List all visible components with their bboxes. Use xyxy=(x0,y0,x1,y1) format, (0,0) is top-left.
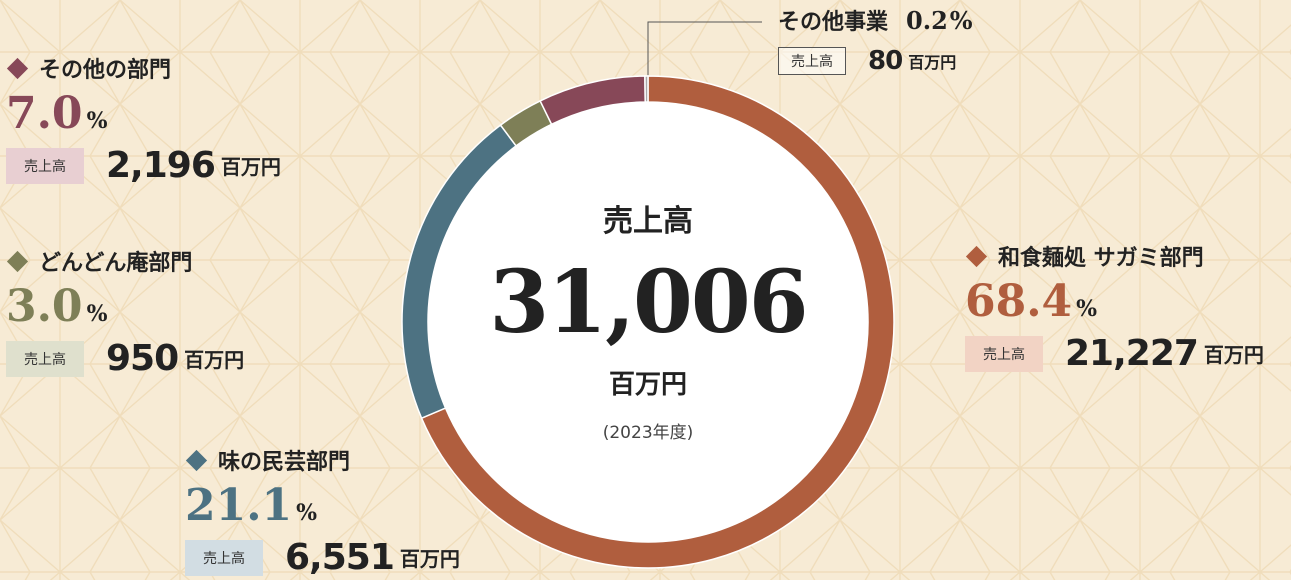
sales-amount: 2,196 xyxy=(106,145,216,186)
sales-unit: 百万円 xyxy=(399,547,460,571)
sales-badge: 売上高 xyxy=(778,47,846,75)
sales-badge: 売上高 xyxy=(965,335,1043,372)
percent-unit: % xyxy=(86,108,108,134)
segment-label: 味の民芸部門 21.1% 売上高 6,551 百万円 xyxy=(185,444,460,578)
percent-row: 7.0% xyxy=(6,88,281,139)
percent-row: 68.4% xyxy=(965,276,1264,327)
label-name-row: どんどん庵部門 xyxy=(6,245,244,277)
label-name-row: 和食麺処 サガミ部門 xyxy=(965,240,1264,272)
sales-row: 売上高 80 百万円 xyxy=(778,46,973,76)
note: (2023年度) xyxy=(602,423,694,443)
sales-unit: 百万円 xyxy=(1203,343,1264,367)
percent-row: 3.0% xyxy=(6,281,244,332)
donut-hole xyxy=(426,100,870,544)
sales-amount: 21,227 xyxy=(1065,333,1199,374)
sales-unit: 百万円 xyxy=(184,348,245,372)
label-name-row: その他の部門 xyxy=(6,52,281,84)
sales-unit: 百万円 xyxy=(220,155,281,179)
segment-label: その他事業 0.2% 売上高 80 百万円 xyxy=(778,4,973,76)
sales-unit: 百万円 xyxy=(908,53,957,72)
category-name: その他の部門 xyxy=(39,57,172,83)
percent: 0.2 xyxy=(906,5,948,35)
legend-marker xyxy=(6,57,29,79)
percent: 3.0 xyxy=(6,281,83,332)
category-name: どんどん庵部門 xyxy=(39,250,193,276)
category-name: 味の民芸部門 xyxy=(218,449,351,475)
label-name-row: 味の民芸部門 xyxy=(185,444,460,476)
category-name: 和食麺処 サガミ部門 xyxy=(998,245,1204,271)
center-title: 売上高 xyxy=(603,204,693,239)
sales-row: 売上高 2,196 百万円 xyxy=(6,145,281,186)
segment-label: その他の部門 7.0% 売上高 2,196 百万円 xyxy=(6,52,281,186)
percent-unit: % xyxy=(949,5,973,35)
total: 31,006 xyxy=(489,252,808,353)
legend-marker xyxy=(965,245,988,267)
percent-row: 21.1% xyxy=(185,480,460,531)
segment-label: どんどん庵部門 3.0% 売上高 950 百万円 xyxy=(6,245,244,379)
percent-unit: % xyxy=(296,500,318,526)
sales-amount: 950 xyxy=(106,338,179,379)
segment xyxy=(420,75,895,569)
segment-label: 和食麺処 サガミ部門 68.4% 売上高 21,227 百万円 xyxy=(965,240,1264,374)
percent-unit: % xyxy=(86,301,108,327)
sales-badge: 売上高 xyxy=(6,340,84,377)
sales-badge: 売上高 xyxy=(185,539,263,576)
percent: 68.4 xyxy=(965,276,1073,327)
label-name-row: その他事業 0.2% xyxy=(778,4,973,36)
sales-badge: 売上高 xyxy=(6,147,84,184)
segment xyxy=(644,75,649,103)
sales-row: 売上高 6,551 百万円 xyxy=(185,537,460,578)
legend-marker xyxy=(185,449,208,471)
legend-marker xyxy=(6,250,29,272)
sales-row: 売上高 950 百万円 xyxy=(6,338,244,379)
unit: 百万円 xyxy=(608,370,687,400)
sales-amount: 6,551 xyxy=(285,537,395,578)
percent-unit: % xyxy=(1076,296,1098,322)
category-name: その他事業 xyxy=(778,9,889,35)
percent: 21.1 xyxy=(185,480,293,531)
percent: 7.0 xyxy=(6,88,83,139)
sales-amount: 80 xyxy=(868,46,903,76)
sales-row: 売上高 21,227 百万円 xyxy=(965,333,1264,374)
leader-line xyxy=(647,21,762,85)
